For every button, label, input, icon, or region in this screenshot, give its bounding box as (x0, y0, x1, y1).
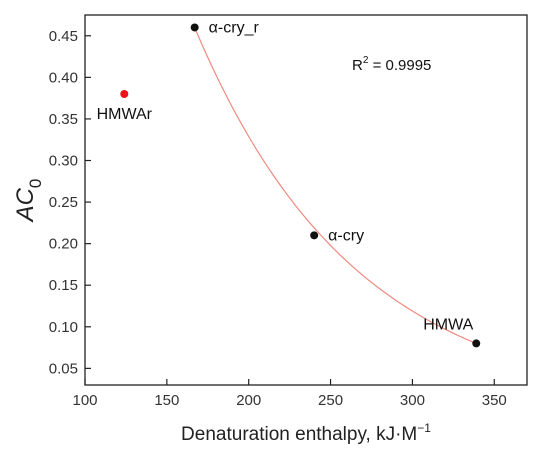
point-label: HMWA (423, 316, 473, 333)
x-tick-label: 150 (154, 392, 179, 409)
x-tick-label: 250 (318, 392, 343, 409)
y-axis-label: AC0 (12, 179, 45, 224)
x-axis-label: Denaturation enthalpy, kJ·M−1 (181, 421, 431, 445)
r-squared-annotation: R2 = 0.9995 (352, 55, 431, 74)
x-tick-label: 350 (482, 392, 507, 409)
y-tick-label: 0.30 (49, 153, 78, 170)
point-label: α-cry (328, 227, 364, 244)
data-point (190, 23, 199, 32)
x-tick-label: 100 (72, 392, 97, 409)
x-axis-ticks: 100 150 200 250 300 350 (72, 379, 507, 409)
x-tick-label: 300 (400, 392, 425, 409)
point-label: α-cry_r (209, 19, 260, 36)
y-tick-label: 0.05 (49, 360, 78, 377)
data-points: α-cry_r α-cry HMWA HMWAr (97, 19, 481, 348)
x-tick-label: 200 (236, 392, 261, 409)
data-point (120, 89, 129, 98)
data-point (310, 231, 319, 240)
data-point (472, 339, 481, 348)
y-tick-label: 0.20 (49, 236, 78, 253)
fit-curve (194, 27, 477, 344)
y-axis-ticks: 0.05 0.10 0.15 0.20 0.25 0.30 0.35 0.40 0.45 (49, 28, 91, 377)
plot-frame (84, 14, 528, 386)
y-tick-label: 0.45 (49, 28, 78, 45)
y-tick-label: 0.40 (49, 69, 78, 86)
y-tick-label: 0.10 (49, 319, 78, 336)
y-tick-label: 0.35 (49, 111, 78, 128)
y-tick-label: 0.15 (49, 277, 78, 294)
point-label: HMWAr (97, 106, 153, 123)
y-tick-label: 0.25 (49, 194, 78, 211)
